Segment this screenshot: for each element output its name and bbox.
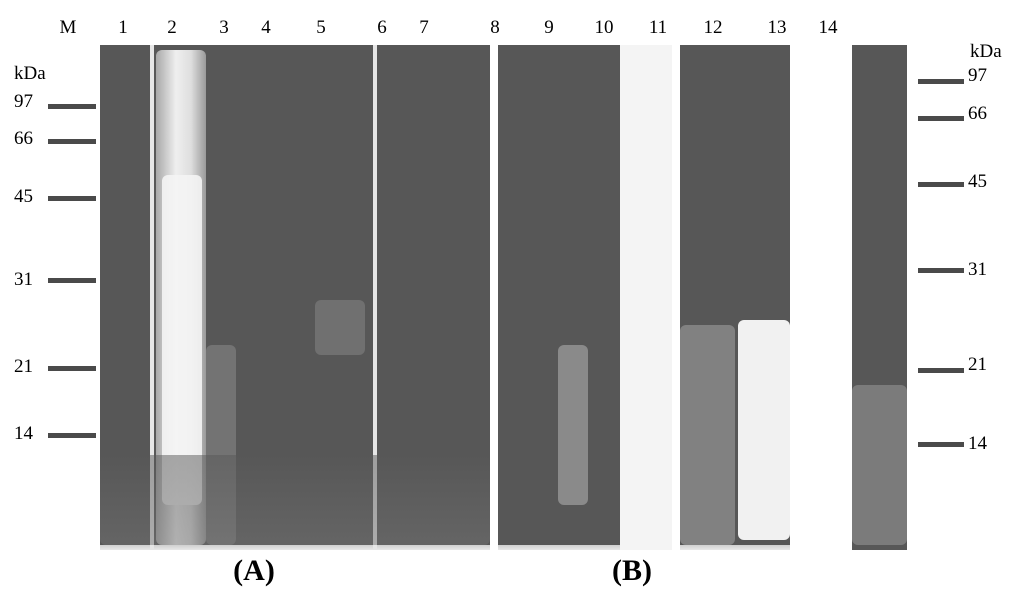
marker-unit-right: kDa — [970, 41, 1002, 62]
ladder-band-right-31 — [918, 268, 964, 273]
lane-13-bright-band — [738, 320, 790, 540]
ladder-band-right-66 — [918, 116, 964, 121]
ladder-band-left-31 — [48, 278, 96, 283]
ladder-band-right-14 — [918, 442, 964, 447]
lane-label-m: M — [59, 17, 77, 38]
marker-label-right-45: 45 — [968, 171, 987, 192]
lane-label-11: 11 — [648, 17, 668, 38]
marker-unit-left: kDa — [14, 63, 46, 84]
lane-2-bright-band — [162, 175, 202, 505]
marker-label-left-45: 45 — [14, 186, 33, 207]
ladder-band-left-97 — [48, 104, 96, 109]
lane-label-8: 8 — [490, 17, 500, 38]
lane-label-10: 10 — [594, 17, 614, 38]
lane-12-smear — [680, 325, 735, 545]
lane-5-band — [315, 300, 365, 355]
marker-label-right-31: 31 — [968, 259, 987, 280]
lane-10-band — [558, 345, 588, 505]
lane-label-1: 1 — [118, 17, 128, 38]
marker-label-left-97: 97 — [14, 91, 33, 112]
marker-label-left-14: 14 — [14, 423, 33, 444]
marker-label-left-31: 31 — [14, 269, 33, 290]
ladder-band-left-14 — [48, 433, 96, 438]
ladder-band-right-21 — [918, 368, 964, 373]
lane-14-smear — [852, 385, 907, 545]
marker-label-right-66: 66 — [968, 103, 987, 124]
ladder-band-left-21 — [48, 366, 96, 371]
lane-11-bright — [620, 45, 672, 550]
gel-bottom-edge-a — [100, 545, 490, 550]
marker-label-right-21: 21 — [968, 354, 987, 375]
marker-label-left-66: 66 — [14, 128, 33, 149]
lane-label-14: 14 — [818, 17, 838, 38]
marker-label-right-97: 97 — [968, 65, 987, 86]
gel-a-bottom-smear — [100, 455, 490, 545]
gel-bottom-edge-b2 — [680, 545, 790, 550]
lane-label-12: 12 — [703, 17, 723, 38]
lane-label-13: 13 — [767, 17, 787, 38]
lane-label-3: 3 — [219, 17, 229, 38]
lane-label-6: 6 — [377, 17, 387, 38]
marker-label-left-21: 21 — [14, 356, 33, 377]
marker-label-right-14: 14 — [968, 433, 987, 454]
gel-panel-b-left — [498, 45, 620, 550]
ladder-band-right-45 — [918, 182, 964, 187]
gel-panel-a — [100, 45, 490, 550]
gel-bottom-edge-b1 — [498, 545, 620, 550]
lane-label-2: 2 — [167, 17, 177, 38]
lane-divider-1-2 — [150, 45, 154, 550]
panel-label-b: (B) — [612, 554, 652, 587]
lane-divider-5-6 — [373, 45, 377, 550]
lane-label-9: 9 — [544, 17, 554, 38]
panel-label-a: (A) — [233, 554, 275, 587]
lane-label-4: 4 — [261, 17, 271, 38]
ladder-band-left-45 — [48, 196, 96, 201]
lane-label-5: 5 — [316, 17, 326, 38]
ladder-band-left-66 — [48, 139, 96, 144]
gel-lane-14 — [852, 45, 907, 550]
ladder-band-right-97 — [918, 79, 964, 84]
lane-label-7: 7 — [419, 17, 429, 38]
gel-panel-b-right — [680, 45, 790, 550]
